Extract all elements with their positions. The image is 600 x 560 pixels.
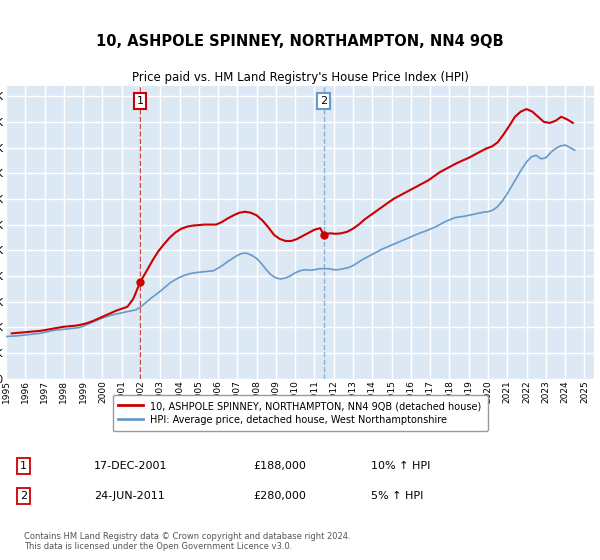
Text: 2: 2 [320,96,327,106]
Text: 1: 1 [137,96,143,106]
Text: 2: 2 [20,491,27,501]
Text: 1: 1 [20,461,27,471]
Text: Price paid vs. HM Land Registry's House Price Index (HPI): Price paid vs. HM Land Registry's House … [131,71,469,84]
Text: 24-JUN-2011: 24-JUN-2011 [94,491,165,501]
Legend: 10, ASHPOLE SPINNEY, NORTHAMPTON, NN4 9QB (detached house), HPI: Average price, : 10, ASHPOLE SPINNEY, NORTHAMPTON, NN4 9Q… [113,395,487,431]
Text: 10% ↑ HPI: 10% ↑ HPI [371,461,430,471]
Text: Contains HM Land Registry data © Crown copyright and database right 2024.
This d: Contains HM Land Registry data © Crown c… [23,531,350,551]
Text: £188,000: £188,000 [253,461,306,471]
Text: £280,000: £280,000 [253,491,306,501]
Text: 5% ↑ HPI: 5% ↑ HPI [371,491,423,501]
Text: 10, ASHPOLE SPINNEY, NORTHAMPTON, NN4 9QB: 10, ASHPOLE SPINNEY, NORTHAMPTON, NN4 9Q… [96,34,504,49]
Text: 17-DEC-2001: 17-DEC-2001 [94,461,168,471]
